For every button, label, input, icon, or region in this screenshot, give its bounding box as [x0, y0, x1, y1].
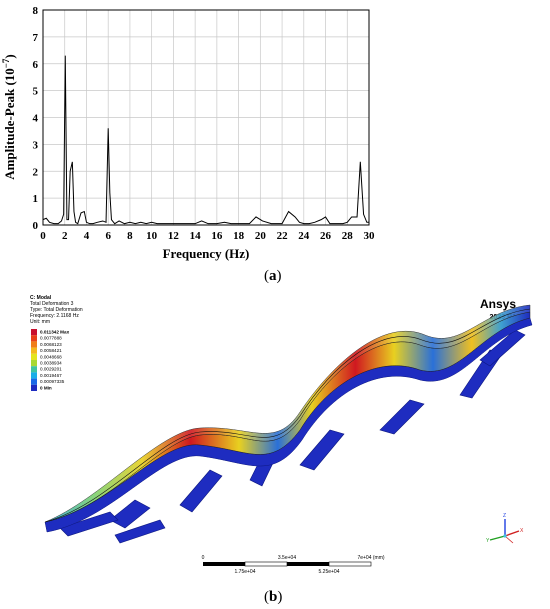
triad-label-z: Z	[503, 513, 506, 519]
x-tick-label: 22	[277, 230, 289, 242]
legend-value: 0 Min	[40, 385, 52, 390]
x-tick-label: 16	[211, 230, 223, 242]
y-tick-label: 1	[33, 193, 39, 205]
triad-x-axis	[504, 530, 520, 537]
y-tick-label: 8	[33, 5, 39, 17]
bridge-model	[44, 304, 533, 544]
plot-frame	[42, 9, 370, 226]
y-tick-label: 0	[33, 220, 39, 232]
scale-segment-4	[328, 561, 372, 567]
x-tick-label: 0	[40, 230, 46, 242]
scale-label-mid: 3.5e+04	[278, 555, 296, 561]
x-tick-label: 6	[105, 230, 111, 242]
y-tick-label: 4	[33, 113, 39, 125]
legend-swatch	[31, 353, 37, 360]
contour-legend: 0.011342 Max0.00778880.00681230.00584210…	[31, 329, 70, 391]
header-line-2: Total Deformation 3	[30, 301, 74, 307]
x-tick-label: 14	[190, 230, 202, 242]
x-axis-label: Frequency (Hz)	[163, 246, 250, 261]
legend-swatch	[31, 360, 37, 367]
scale-segment-3	[287, 562, 329, 566]
legend-swatch	[31, 335, 37, 342]
caption-a: (a)	[264, 268, 282, 284]
legend-value: 0.0058421	[40, 348, 62, 353]
triad-x-negative	[504, 535, 514, 544]
legend-value: 0.011342 Max	[40, 330, 70, 335]
coordinate-triad: Y Z X	[486, 513, 524, 544]
y-axis-ticks: 0 1 2 3 4 5 6 7 8	[33, 5, 39, 232]
series-line	[42, 55, 369, 225]
x-tick-label: 8	[127, 230, 133, 242]
brand-logo: Ansys	[480, 297, 516, 311]
deck-centerline	[44, 308, 531, 523]
legend-value: 0.0019467	[40, 373, 62, 378]
y-tick-label: 5	[33, 86, 39, 98]
scale-label-quarter: 1.75e+04	[235, 569, 256, 575]
y-tick-label: 2	[33, 166, 39, 178]
legend-swatch	[31, 372, 37, 379]
header-title: C: Modal	[30, 295, 52, 301]
triad-label-x: X	[520, 528, 524, 534]
x-tick-label: 26	[320, 230, 332, 242]
legend-swatch	[31, 384, 37, 391]
legend-value: 0.0077888	[40, 336, 62, 341]
legend-swatch	[31, 329, 37, 336]
x-tick-label: 28	[342, 230, 354, 242]
legend-swatch	[31, 347, 37, 354]
caption-b-letter: b	[269, 589, 278, 605]
y-axis-label: Amplitude-Peak (10−7)	[1, 54, 17, 180]
legend-value: 0.0068123	[40, 342, 62, 347]
y-axis-label-close: )	[2, 54, 17, 58]
deck-surface-far	[44, 304, 531, 523]
grid-lines	[42, 9, 370, 226]
triad-label-y: Y	[486, 538, 490, 544]
header-line-3: Type: Total Deformation	[30, 307, 83, 313]
legend-swatch	[31, 366, 37, 373]
caption-b: (b)	[264, 589, 283, 605]
x-tick-label: 12	[168, 230, 180, 242]
header-line-4: Frequency: 2.1168 Hz	[30, 313, 79, 319]
scale-label-three-quarter: 5.25e+04	[319, 569, 340, 575]
scale-label-end: 7e+04 (mm)	[357, 555, 384, 561]
header-line-5: Unit: mm	[30, 319, 50, 325]
legend-swatch	[31, 341, 37, 348]
legend-value: 0.0038934	[40, 361, 62, 366]
legend-value: 0.0029201	[40, 367, 62, 372]
x-tick-label: 20	[255, 230, 267, 242]
triad-y-axis	[489, 535, 506, 541]
scale-bar: 0 3.5e+04 7e+04 (mm) 1.75e+04 5.25e+04	[202, 555, 385, 575]
result-header: C: Modal Total Deformation 3 Type: Total…	[30, 295, 83, 325]
x-tick-label: 4	[84, 230, 90, 242]
y-tick-label: 3	[33, 139, 39, 151]
x-tick-label: 24	[298, 230, 310, 242]
triad-origin	[503, 534, 507, 538]
y-axis-label-main: Amplitude-Peak (10	[2, 68, 17, 180]
x-axis-ticks: 0 2 4 6 8 10 12 14 16 18 20 22 24 26 28 30	[40, 230, 375, 242]
scale-label-start: 0	[202, 555, 205, 561]
y-tick-label: 6	[33, 59, 39, 71]
x-tick-label: 30	[364, 230, 376, 242]
legend-value: 0.00097335	[40, 379, 65, 384]
legend-swatch	[31, 378, 37, 385]
legend-value: 0.0048668	[40, 354, 62, 359]
x-tick-label: 2	[62, 230, 68, 242]
y-tick-label: 7	[33, 32, 39, 44]
modal-result-view: C: Modal Total Deformation 3 Type: Total…	[30, 295, 533, 575]
caption-a-letter: a	[269, 268, 277, 284]
scale-segment-1	[203, 562, 245, 566]
x-tick-label: 10	[146, 230, 158, 242]
y-axis-label-exponent: −7	[1, 58, 11, 68]
scale-segment-2	[244, 561, 288, 567]
x-tick-label: 18	[233, 230, 245, 242]
